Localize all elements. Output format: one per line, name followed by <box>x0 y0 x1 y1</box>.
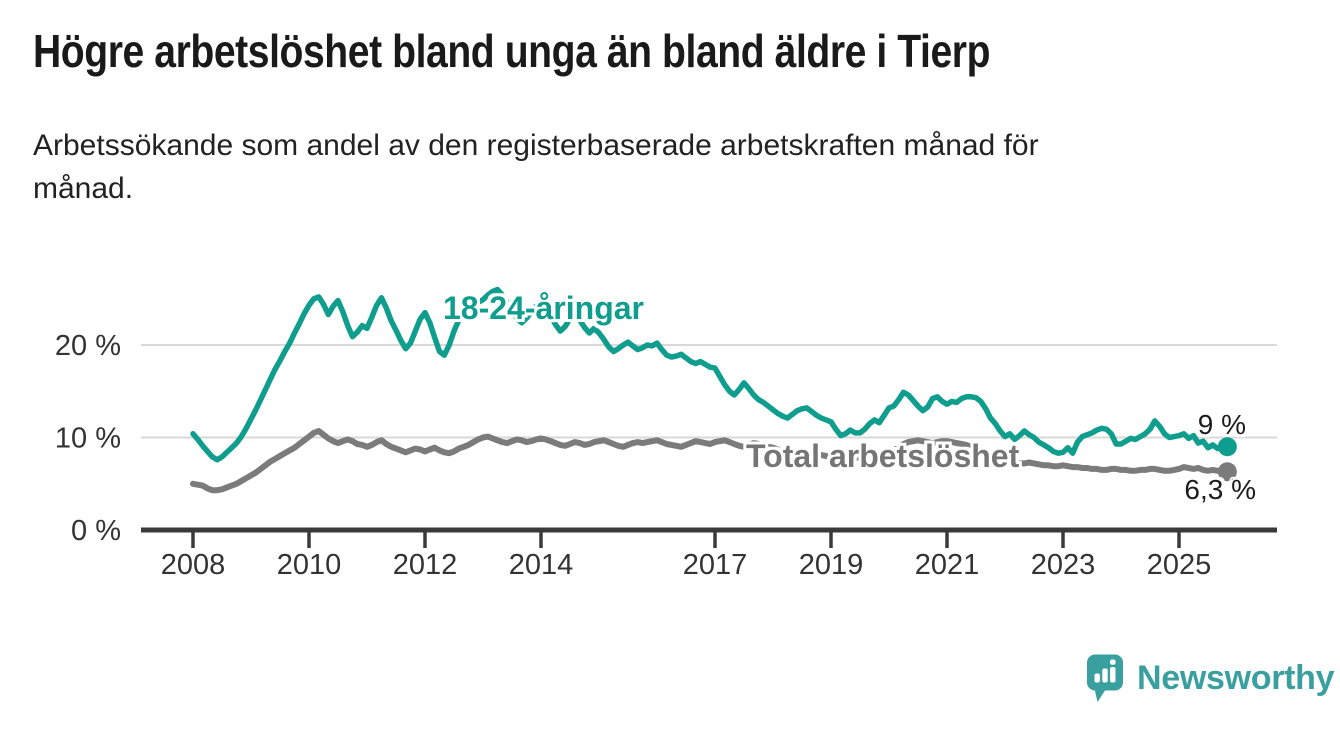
x-tick-label-2008: 2008 <box>161 549 226 581</box>
x-tick-label-2023: 2023 <box>1031 549 1096 581</box>
newsworthy-logo-icon <box>1087 654 1123 702</box>
chart-subtitle: Arbetssökande som andel av den registerb… <box>33 129 1039 205</box>
x-tick-label-2017: 2017 <box>683 549 748 581</box>
end-dot-youth <box>1217 437 1237 457</box>
end-value-label-total: 6,3 % <box>1184 474 1256 505</box>
end-value-label-youth: 9 % <box>1197 409 1246 440</box>
brand-name: Newsworthy <box>1137 659 1335 697</box>
bar-medium <box>1102 668 1108 683</box>
y-tick-label-20: 20 % <box>55 330 121 362</box>
page-title: Högre arbetslöshet bland unga än bland ä… <box>33 25 991 77</box>
exclamation-dot <box>1110 659 1116 665</box>
series-label-youth: 18-24-åringar <box>443 290 644 326</box>
newsworthy-branding: Newsworthy <box>1086 654 1335 703</box>
end-dot-total <box>1217 462 1237 482</box>
series-lines <box>190 286 1237 494</box>
line-youth <box>190 286 1231 463</box>
series-label-total: Total arbetslöshet <box>746 438 1020 474</box>
x-tick-label-2012: 2012 <box>393 549 458 581</box>
bar-short <box>1094 673 1100 683</box>
gridlines: 0 % 10 % 20 % <box>55 330 1277 547</box>
x-tick-label-2019: 2019 <box>799 549 864 581</box>
x-tick-label-2025: 2025 <box>1147 549 1212 581</box>
x-tick-label-2021: 2021 <box>915 549 980 581</box>
bar-tall <box>1110 667 1116 683</box>
y-tick-label-0: 0 % <box>71 515 121 547</box>
x-tick-label-2014: 2014 <box>509 549 574 581</box>
line-total <box>190 428 1231 494</box>
x-tick-label-2010: 2010 <box>277 549 342 581</box>
y-tick-label-10: 10 % <box>55 423 121 455</box>
x-axis: 2008 2010 2012 2014 2017 2019 2021 2023 2025 <box>141 527 1277 581</box>
